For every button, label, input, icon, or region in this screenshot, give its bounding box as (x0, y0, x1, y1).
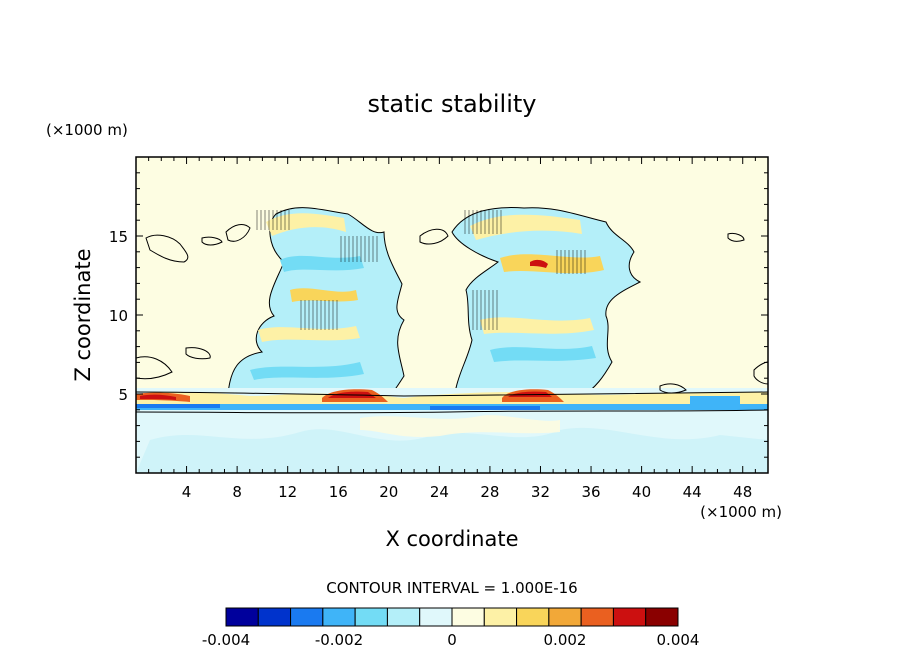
colorbar-swatch (483, 607, 518, 627)
y-tick-label: 15 (109, 228, 128, 246)
colorbar-swatch (516, 607, 550, 627)
cloud-left (227, 207, 405, 405)
colorbar-swatch (612, 607, 647, 627)
x-tick-label: 44 (683, 483, 702, 501)
colorbar: -0.004 -0.002 0 0.002 0.004 (202, 607, 700, 649)
x-axis-label: X coordinate (385, 527, 518, 551)
chart-title: static stability (368, 90, 537, 118)
boundary-layer-light-patches (136, 427, 768, 473)
colorbar-tick-label: -0.002 (315, 631, 363, 649)
colorbar-swatch (419, 607, 453, 627)
x-tick-label: 48 (733, 483, 752, 501)
colorbar-swatch (354, 607, 388, 627)
colorbar-swatch (290, 607, 324, 627)
colorbar-swatch (225, 607, 259, 627)
stable-layer (136, 388, 768, 414)
colorbar-tick-label: 0.004 (657, 631, 700, 649)
y-unit-label: (×1000 m) (46, 121, 128, 139)
colorbar-swatch (451, 607, 485, 627)
x-axis: 4 8 12 16 20 24 28 32 36 40 44 48 (148, 157, 756, 501)
x-tick-label: 12 (278, 483, 297, 501)
y-tick-label: 10 (109, 307, 128, 325)
x-tick-label: 8 (232, 483, 242, 501)
plot-area (136, 157, 768, 473)
colorbar-swatch (257, 607, 292, 627)
cloud-right (451, 207, 642, 399)
colorbar-swatch (548, 607, 582, 627)
colorbar-swatch (580, 607, 614, 627)
y-tick-label: 5 (118, 386, 128, 404)
colorbar-swatch (386, 607, 421, 627)
x-tick-label: 28 (480, 483, 499, 501)
y-axis-label: Z coordinate (71, 248, 95, 381)
x-unit-label: (×1000 m) (700, 503, 782, 521)
x-tick-label: 16 (329, 483, 348, 501)
colorbar-tick-label: 0 (447, 631, 457, 649)
small-contours (136, 224, 768, 394)
x-tick-label: 20 (379, 483, 398, 501)
colorbar-tick-label: -0.004 (202, 631, 250, 649)
x-tick-label: 32 (531, 483, 550, 501)
colorbar-swatch (322, 607, 356, 627)
x-tick-label: 24 (430, 483, 449, 501)
boundary-layer-pale-patches (360, 415, 560, 437)
contour-interval-label: CONTOUR INTERVAL = 1.000E-16 (326, 579, 577, 597)
x-tick-label: 4 (182, 483, 192, 501)
x-tick-label: 40 (632, 483, 651, 501)
x-tick-label: 36 (581, 483, 600, 501)
y-axis: 5 10 15 (109, 172, 768, 458)
colorbar-tick-label: 0.002 (544, 631, 587, 649)
colorbar-swatch (645, 607, 679, 627)
